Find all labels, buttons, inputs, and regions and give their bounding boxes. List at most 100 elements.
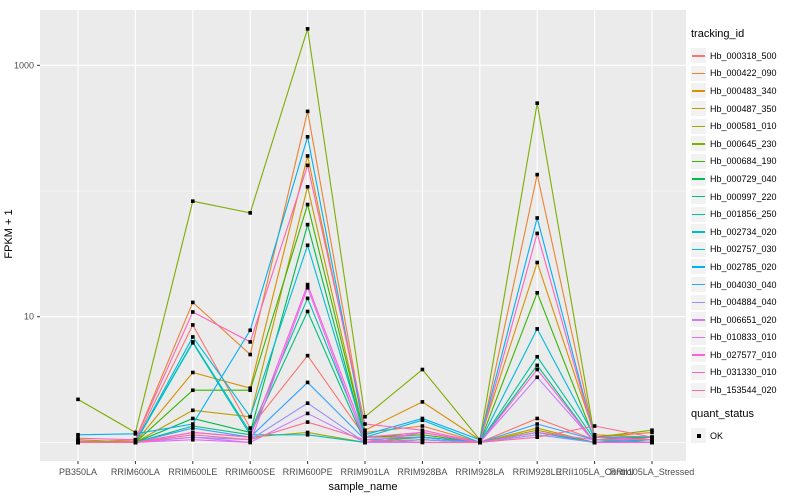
data-point <box>248 437 252 442</box>
color-swatch <box>691 241 706 257</box>
legend-item: Hb_004030_040 <box>691 276 799 294</box>
data-point <box>535 435 539 439</box>
legend-title-tracking-id: tracking_id <box>691 28 745 40</box>
data-point <box>420 428 425 433</box>
data-point <box>305 285 310 290</box>
color-swatch <box>691 171 706 187</box>
data-point <box>305 185 310 189</box>
data-point <box>535 432 539 437</box>
legend-item: Hb_153544_020 <box>691 381 799 399</box>
data-point <box>133 437 138 442</box>
data-point <box>191 340 195 345</box>
legend-item: Hb_001856_250 <box>691 205 799 223</box>
color-swatch <box>691 65 706 81</box>
data-point <box>76 397 80 402</box>
data-point <box>191 424 195 428</box>
data-point <box>592 437 597 442</box>
data-point <box>535 354 539 359</box>
legend: tracking_id Hb_000318_500 Hb_000422_090 Hb… <box>691 28 799 444</box>
data-point <box>478 440 482 445</box>
data-point <box>420 437 425 442</box>
color-swatch <box>691 101 706 117</box>
legend-item-label: Hb_002734_020 <box>710 226 777 237</box>
legend-item-label: OK <box>710 430 724 441</box>
legend-item-label: Hb_004884_040 <box>710 297 777 308</box>
data-point <box>191 422 195 426</box>
data-point <box>191 335 195 339</box>
line-swatch-icon <box>692 143 705 145</box>
data-point <box>76 432 80 437</box>
data-point <box>592 435 597 439</box>
data-point <box>191 323 195 327</box>
line-swatch-icon <box>692 108 705 110</box>
color-swatch <box>691 153 706 169</box>
legend-title-quant-status: quant_status <box>691 407 754 420</box>
data-point <box>191 370 195 375</box>
data-point <box>248 388 252 393</box>
legend-item: Hb_031330_010 <box>691 364 799 382</box>
legend-item: Hb_002757_030 <box>691 241 799 259</box>
color-swatch <box>691 83 706 99</box>
legend-item-label: Hb_153544_020 <box>710 385 777 396</box>
legend-item-label: Hb_000997_220 <box>710 191 777 202</box>
data-point <box>535 426 539 430</box>
legend-item-ok: OK <box>691 427 799 445</box>
legend-item-label: Hb_006651_020 <box>710 314 777 325</box>
legend-item: Hb_010833_010 <box>691 329 799 347</box>
data-point <box>305 154 310 158</box>
data-point <box>535 260 539 265</box>
data-point <box>248 340 252 344</box>
line-swatch-icon <box>692 196 705 198</box>
color-swatch <box>691 347 706 363</box>
data-point <box>592 432 597 437</box>
x-tick-label: RRIM600PE <box>283 467 333 477</box>
data-point <box>535 216 539 220</box>
line-swatch-icon <box>692 336 705 339</box>
x-tick-label: RRIM928LA <box>455 467 504 477</box>
legend-item: Hb_000483_340 <box>691 82 799 100</box>
color-swatch <box>691 364 706 380</box>
x-tick-label: RRIM600SE <box>225 467 275 477</box>
data-point <box>133 440 138 445</box>
data-point <box>133 432 138 436</box>
y-axis-title: FPKM + 1 <box>3 209 15 259</box>
legend-item-label: Hb_000581_010 <box>710 121 777 132</box>
line-swatch-icon <box>692 248 705 251</box>
data-point <box>305 282 310 287</box>
data-point <box>363 422 367 426</box>
data-point <box>420 367 425 372</box>
legend-item-label: Hb_000318_500 <box>710 50 777 61</box>
x-tick-label: RRIM928BA <box>397 467 447 477</box>
legend-item: Hb_004884_040 <box>691 293 799 311</box>
y-tick-label: 10 <box>24 312 34 322</box>
data-point <box>191 300 195 305</box>
data-point <box>363 414 367 419</box>
line-swatch-icon <box>692 231 705 233</box>
legend-item-label: Hb_002757_030 <box>710 244 777 255</box>
legend-items: Hb_000318_500 Hb_000422_090 Hb_000483_340 H… <box>691 47 799 399</box>
data-point <box>191 437 195 442</box>
color-swatch <box>691 48 706 64</box>
color-swatch <box>691 189 706 205</box>
legend-item-label: Hb_000483_340 <box>710 85 777 96</box>
data-point <box>248 211 252 215</box>
data-point <box>248 440 252 445</box>
legend-item-label: Hb_002785_020 <box>710 261 777 272</box>
data-point <box>191 426 195 430</box>
line-swatch-icon <box>692 178 705 180</box>
data-point <box>363 428 367 433</box>
color-swatch <box>691 224 706 240</box>
legend-item: Hb_000487_350 <box>691 100 799 118</box>
data-point <box>535 327 539 331</box>
data-point <box>248 432 252 437</box>
line-swatch-icon <box>692 284 705 286</box>
point-marker-icon <box>696 433 701 438</box>
data-point <box>535 416 539 421</box>
legend-item-label: Hb_000645_230 <box>710 138 777 149</box>
data-point <box>650 437 654 442</box>
line-swatch-icon <box>692 301 705 303</box>
data-point <box>248 426 252 430</box>
line-swatch-icon <box>692 266 705 268</box>
data-point <box>363 435 367 439</box>
